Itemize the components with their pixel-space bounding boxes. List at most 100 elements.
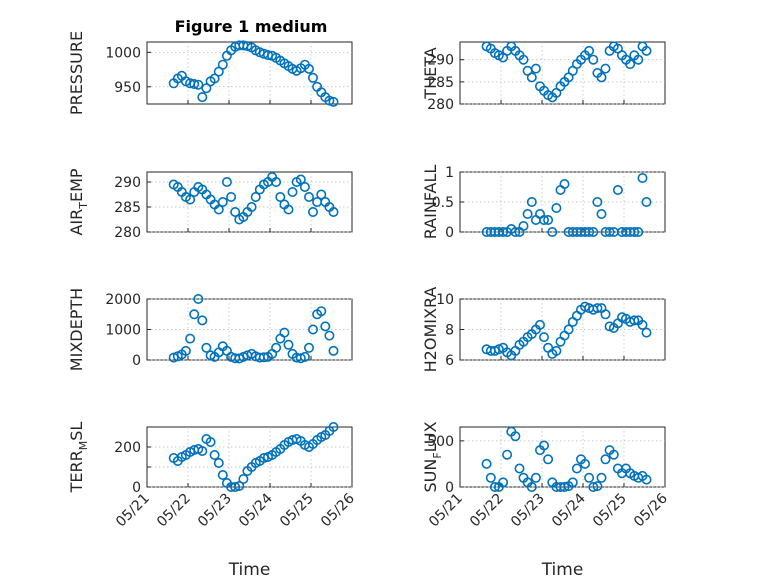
- data-point: [600, 454, 611, 465]
- y-tick-label: 0: [132, 480, 141, 496]
- data-point: [328, 421, 339, 432]
- y-tick-label: 0: [132, 353, 141, 369]
- data-point: [324, 95, 335, 106]
- data-point: [588, 54, 599, 65]
- data-point: [324, 330, 335, 341]
- data-point: [600, 309, 611, 320]
- subplot-4: 0 0.5 1 RAINFALL: [421, 165, 666, 241]
- data-point: [307, 72, 318, 83]
- data-point: [180, 345, 191, 356]
- axes-box: [459, 171, 666, 233]
- data-point: [185, 194, 196, 205]
- data-point: [275, 192, 286, 203]
- data-point: [189, 309, 200, 320]
- x-tick-label: 05/26: [631, 490, 671, 530]
- data-point: [295, 174, 306, 185]
- data-point: [518, 221, 529, 232]
- data-point: [592, 303, 603, 314]
- data-point: [189, 79, 200, 90]
- data-point: [584, 45, 595, 56]
- data-point: [596, 72, 607, 83]
- data-point: [543, 454, 554, 465]
- data-point: [303, 342, 314, 353]
- y-tick-label: 1000: [105, 323, 141, 339]
- x-tick-label: 05/26: [318, 490, 358, 530]
- y-tick-label: 8: [445, 323, 454, 339]
- data-point: [584, 227, 595, 238]
- y-tick-label: 950: [114, 80, 141, 96]
- y-tick-label: 6: [445, 353, 454, 369]
- y-tick-label: 1: [445, 165, 454, 181]
- data-point: [213, 457, 224, 468]
- data-point: [295, 353, 306, 364]
- data-point: [567, 477, 578, 488]
- y-tick-label: 500: [427, 434, 454, 450]
- data-point: [489, 481, 500, 492]
- data-point: [217, 59, 228, 70]
- data-point: [502, 449, 513, 460]
- data-point: [612, 185, 623, 196]
- y-tick-label: 290: [114, 175, 141, 191]
- data-point: [579, 458, 590, 469]
- data-point: [629, 315, 640, 326]
- y-axis-label: RAINFALL: [421, 165, 440, 240]
- data-point: [316, 306, 327, 317]
- data-point: [608, 449, 619, 460]
- data-point: [316, 189, 327, 200]
- y-axis-label: AIRTEMP: [67, 168, 90, 235]
- data-point: [592, 481, 603, 492]
- data-point: [271, 177, 282, 188]
- data-point: [299, 182, 310, 193]
- data-point: [526, 481, 537, 492]
- x-tick-label: 05/21: [113, 491, 153, 531]
- y-tick-label: 0: [445, 225, 454, 241]
- y-tick-label: 200: [114, 440, 141, 456]
- x-tick-label: 05/25: [277, 491, 317, 531]
- data-point: [209, 449, 220, 460]
- subplot-5: 0 1000 2000 MIXDEPTH: [67, 288, 353, 371]
- y-tick-label: 285: [427, 75, 454, 91]
- figure-title: Figure 1 medium: [175, 17, 328, 36]
- data-point: [588, 481, 599, 492]
- x-tick-label: 05/23: [195, 491, 235, 531]
- data-point: [481, 458, 492, 469]
- data-point: [287, 187, 298, 198]
- data-point: [592, 197, 603, 208]
- subplot-7: 0 200 05/21 05/22 05/23 05/24 05/25 05/26 Time TE…: [67, 422, 358, 580]
- data-point: [633, 54, 644, 65]
- data-point: [551, 203, 562, 214]
- data-point: [283, 339, 294, 350]
- y-tick-label: 0.5: [432, 195, 454, 211]
- data-point: [307, 207, 318, 218]
- x-tick-label: 05/21: [426, 491, 466, 531]
- data-point: [328, 345, 339, 356]
- y-tick-label: 0: [445, 480, 454, 496]
- data-point: [641, 45, 652, 56]
- data-point: [559, 481, 570, 492]
- x-axis-label: Time: [228, 560, 271, 580]
- data-point: [625, 59, 636, 70]
- data-point: [258, 352, 269, 363]
- data-point: [193, 79, 204, 90]
- data-point: [197, 315, 208, 326]
- data-point: [510, 227, 521, 238]
- y-axis-label: PRESSURE: [67, 31, 86, 115]
- data-point: [258, 452, 269, 463]
- data-point: [197, 445, 208, 456]
- x-tick-label: 05/25: [590, 491, 630, 531]
- data-point: [641, 197, 652, 208]
- subplot-8: 0 500 05/21 05/22 05/23 05/24 05/25 05/26 Time SU…: [421, 421, 671, 580]
- data-point: [217, 197, 228, 208]
- data-point: [279, 327, 290, 338]
- data-point: [596, 209, 607, 220]
- data-point: [600, 63, 611, 74]
- y-tick-label: 280: [114, 225, 141, 241]
- data-point: [498, 227, 509, 238]
- data-point: [559, 179, 570, 190]
- data-point: [485, 472, 496, 483]
- data-point: [271, 342, 282, 353]
- data-point: [641, 327, 652, 338]
- x-tick-label: 05/24: [549, 490, 589, 530]
- data-point: [514, 463, 525, 474]
